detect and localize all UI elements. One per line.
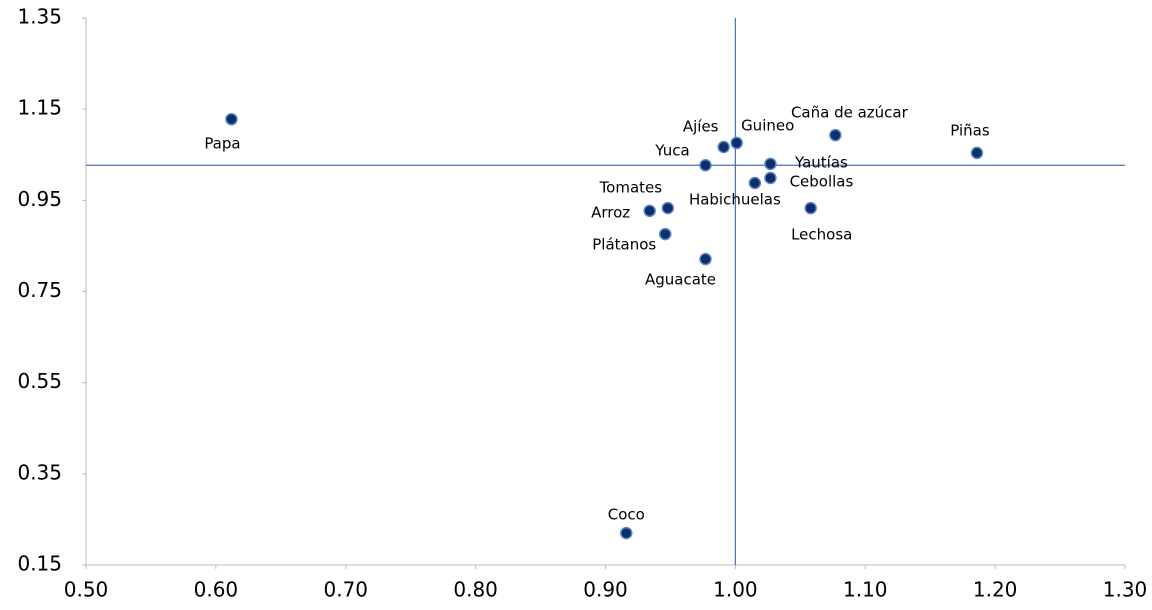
y-tick-label: 0.95 <box>17 187 62 211</box>
point <box>717 140 730 154</box>
x-tick-label: 1.10 <box>843 578 888 602</box>
y-tick-label: 0.75 <box>17 278 62 302</box>
x-tick-label: 0.60 <box>194 578 239 602</box>
point <box>764 157 777 171</box>
x-tick-label: 1.20 <box>973 578 1018 602</box>
point-label: Papa <box>204 135 240 153</box>
x-tick-label: 0.90 <box>583 578 628 602</box>
point <box>804 201 817 215</box>
point-label: Tomates <box>599 179 663 197</box>
point <box>829 128 842 142</box>
point-label: Plátanos <box>592 236 656 254</box>
point <box>748 176 762 190</box>
point-label: Habichuelas <box>689 191 781 209</box>
point-label: Yautías <box>794 153 848 171</box>
point-label: Coco <box>608 506 645 524</box>
point-label: Arroz <box>591 203 630 221</box>
point-label: Guineo <box>741 116 794 134</box>
point <box>699 252 712 266</box>
x-tick-label: 0.80 <box>453 578 498 602</box>
x-tick-label: 0.50 <box>64 578 109 602</box>
point-label: Aguacate <box>645 271 716 289</box>
point-label: Cebollas <box>790 172 854 190</box>
point <box>699 158 712 172</box>
point-label: Ajíes <box>683 118 719 136</box>
point <box>643 204 656 218</box>
point-label: Piñas <box>950 121 990 139</box>
y-tick-label: 0.15 <box>17 552 62 576</box>
y-tick-label: 0.35 <box>17 460 62 484</box>
point <box>730 136 743 150</box>
x-tick-label: 0.70 <box>323 578 368 602</box>
point-label: Caña de azúcar <box>791 104 909 122</box>
point <box>970 146 984 160</box>
x-tick-label: 1.00 <box>713 578 758 602</box>
point <box>658 227 672 241</box>
point <box>661 201 675 215</box>
point-label: Yuca <box>654 142 689 160</box>
point-label: Lechosa <box>791 226 852 244</box>
y-tick-label: 1.35 <box>17 5 62 29</box>
y-tick-label: 0.55 <box>17 369 62 393</box>
point <box>225 112 238 126</box>
point <box>764 171 777 185</box>
x-tick-label: 1.30 <box>1103 578 1148 602</box>
y-tick-label: 1.15 <box>17 96 62 120</box>
point <box>620 526 633 540</box>
